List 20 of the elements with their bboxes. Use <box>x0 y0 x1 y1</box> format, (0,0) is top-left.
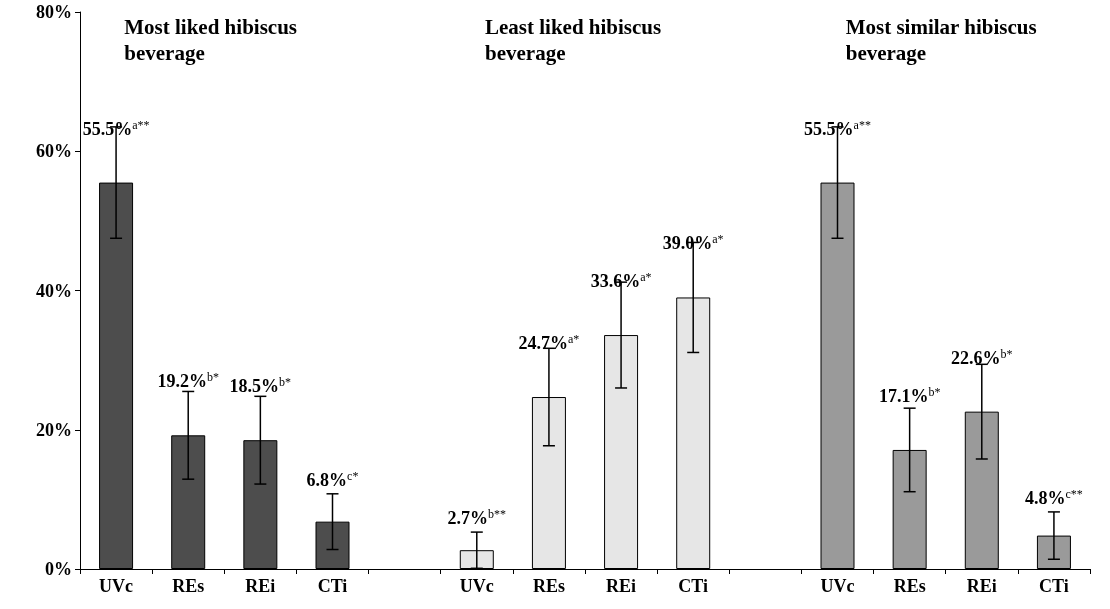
x-tick-label: REs <box>532 576 565 596</box>
x-tick-label: REs <box>172 576 205 596</box>
y-tick-label: 40% <box>36 280 72 301</box>
x-tick-label: CTi <box>317 576 348 596</box>
x-tick-label: UVc <box>99 576 134 596</box>
x-tick-label: CTi <box>1039 576 1069 596</box>
annotation: Most liked hibiscus beverage <box>124 15 303 65</box>
annotation: Most similar hibiscus beverage <box>845 15 1042 65</box>
y-tick-label: 80% <box>36 2 72 22</box>
y-tick-label: 60% <box>36 141 72 162</box>
y-tick-label: 20% <box>36 419 72 440</box>
x-tick-label: REs <box>893 576 926 596</box>
annotation: Least liked hibiscus beverage <box>485 15 667 65</box>
x-tick-label: CTi <box>678 576 709 596</box>
x-tick-label: REi <box>606 576 637 596</box>
x-tick-label: UVc <box>459 576 494 596</box>
x-tick-label: REi <box>966 576 997 596</box>
y-tick-label: 0% <box>45 559 72 579</box>
x-tick-label: REi <box>245 576 276 596</box>
x-tick-label: UVc <box>820 576 855 596</box>
